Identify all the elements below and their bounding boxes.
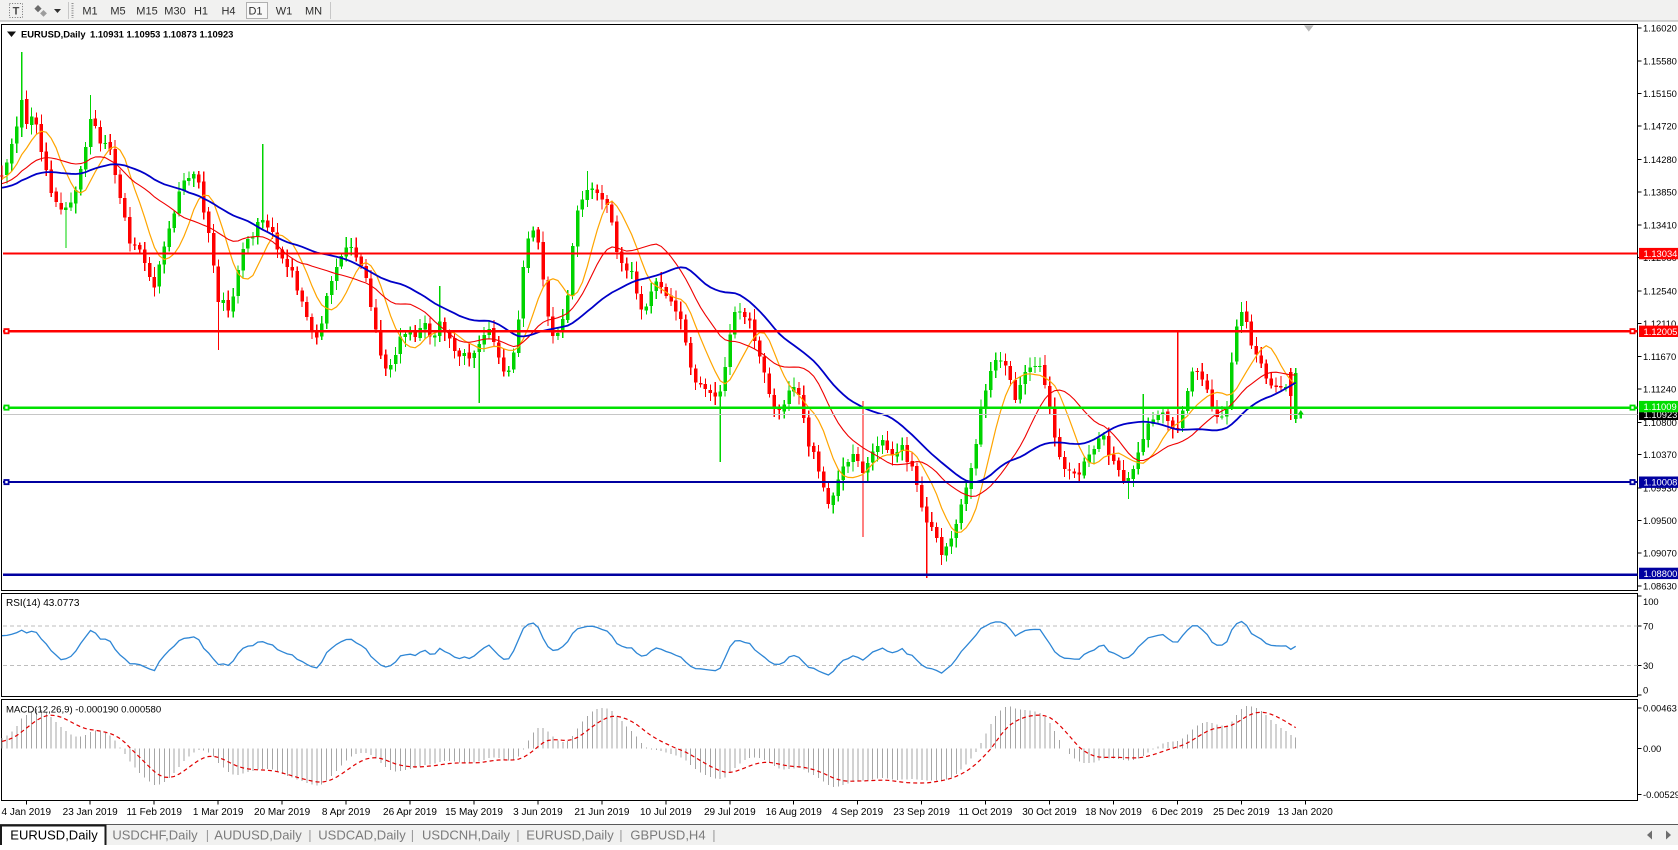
- svg-text:RSI(14) 43.0773: RSI(14) 43.0773: [6, 598, 80, 609]
- svg-text:1.14280: 1.14280: [1643, 154, 1677, 165]
- svg-text:16 Aug 2019: 16 Aug 2019: [766, 807, 823, 818]
- svg-text:T: T: [13, 6, 20, 18]
- svg-text:|: |: [206, 828, 209, 843]
- svg-text:|: |: [516, 828, 519, 843]
- svg-text:11 Feb 2019: 11 Feb 2019: [126, 807, 182, 818]
- svg-text:1 Mar 2019: 1 Mar 2019: [193, 807, 244, 818]
- svg-text:1.13034: 1.13034: [1644, 248, 1678, 259]
- svg-text:1.11670: 1.11670: [1643, 351, 1676, 362]
- svg-text:MN: MN: [305, 6, 322, 18]
- svg-text:1.10923: 1.10923: [1644, 409, 1678, 420]
- svg-text:H1: H1: [194, 6, 208, 18]
- svg-text:0: 0: [1643, 685, 1648, 696]
- svg-text:26 Apr 2019: 26 Apr 2019: [383, 807, 437, 818]
- svg-text:1.13850: 1.13850: [1643, 186, 1677, 197]
- svg-text:1.08630: 1.08630: [1643, 581, 1677, 592]
- svg-text:1.14720: 1.14720: [1643, 121, 1677, 132]
- svg-text:1.08800: 1.08800: [1644, 568, 1678, 579]
- svg-text:M30: M30: [164, 6, 185, 18]
- svg-text:4 Jan 2019: 4 Jan 2019: [2, 807, 52, 818]
- svg-text:M5: M5: [110, 6, 125, 18]
- svg-text:1.10800: 1.10800: [1643, 417, 1677, 428]
- svg-text:1.15580: 1.15580: [1643, 56, 1677, 67]
- svg-text:1.11240: 1.11240: [1643, 384, 1676, 395]
- svg-text:0.00463: 0.00463: [1643, 703, 1677, 714]
- svg-text:|: |: [411, 828, 414, 843]
- svg-text:6 Dec 2019: 6 Dec 2019: [1152, 807, 1204, 818]
- svg-text:EURUSD,Daily: EURUSD,Daily: [10, 828, 98, 843]
- svg-text:|: |: [712, 828, 715, 843]
- svg-text:USDCAD,Daily: USDCAD,Daily: [318, 828, 406, 843]
- svg-text:1.16020: 1.16020: [1643, 23, 1677, 34]
- svg-text:21 Jun 2019: 21 Jun 2019: [574, 807, 629, 818]
- svg-text:AUDUSD,Daily: AUDUSD,Daily: [214, 828, 302, 843]
- svg-text:0.00: 0.00: [1643, 743, 1661, 754]
- svg-text:1.12540: 1.12540: [1643, 285, 1677, 296]
- svg-text:|: |: [619, 828, 622, 843]
- svg-text:-0.00529: -0.00529: [1643, 789, 1678, 800]
- svg-text:25 Dec 2019: 25 Dec 2019: [1213, 807, 1270, 818]
- svg-text:M15: M15: [136, 6, 157, 18]
- svg-text:1.10008: 1.10008: [1644, 477, 1678, 488]
- svg-text:M1: M1: [82, 6, 97, 18]
- svg-text:EURUSD,Daily: EURUSD,Daily: [21, 29, 86, 40]
- svg-text:D1: D1: [248, 6, 262, 18]
- svg-text:70: 70: [1643, 620, 1653, 631]
- svg-text:23 Sep 2019: 23 Sep 2019: [893, 807, 950, 818]
- svg-text:1.09500: 1.09500: [1643, 515, 1677, 526]
- svg-text:30: 30: [1643, 660, 1653, 671]
- svg-text:1.15150: 1.15150: [1643, 88, 1677, 99]
- svg-text:11 Oct 2019: 11 Oct 2019: [959, 807, 1013, 818]
- svg-text:3 Jun 2019: 3 Jun 2019: [513, 807, 563, 818]
- svg-text:1.11009: 1.11009: [1644, 401, 1677, 412]
- svg-text:|: |: [308, 828, 311, 843]
- svg-text:23 Jan 2019: 23 Jan 2019: [63, 807, 118, 818]
- svg-text:1.13410: 1.13410: [1643, 220, 1677, 231]
- svg-text:1.10931 1.10953 1.10873 1.1092: 1.10931 1.10953 1.10873 1.10923: [90, 29, 233, 40]
- svg-text:1.12110: 1.12110: [1643, 318, 1676, 329]
- svg-text:29 Jul 2019: 29 Jul 2019: [704, 807, 756, 818]
- svg-text:100: 100: [1643, 596, 1659, 607]
- svg-text:20 Mar 2019: 20 Mar 2019: [254, 807, 311, 818]
- svg-text:18 Nov 2019: 18 Nov 2019: [1085, 807, 1142, 818]
- svg-text:4 Sep 2019: 4 Sep 2019: [832, 807, 884, 818]
- svg-text:1.09930: 1.09930: [1643, 483, 1677, 494]
- svg-text:1.09070: 1.09070: [1643, 547, 1677, 558]
- svg-text:1.10370: 1.10370: [1643, 449, 1677, 460]
- svg-text:1.12005: 1.12005: [1644, 326, 1678, 337]
- svg-text:30 Oct 2019: 30 Oct 2019: [1022, 807, 1077, 818]
- svg-text:EURUSD,Daily: EURUSD,Daily: [526, 828, 614, 843]
- svg-text:H4: H4: [221, 6, 235, 18]
- svg-text:15 May 2019: 15 May 2019: [445, 807, 503, 818]
- svg-text:MACD(12,26,9) -0.000190 0.0005: MACD(12,26,9) -0.000190 0.000580: [6, 705, 161, 716]
- svg-text:13 Jan 2020: 13 Jan 2020: [1278, 807, 1333, 818]
- svg-text:10 Jul 2019: 10 Jul 2019: [640, 807, 692, 818]
- svg-text:USDCHF,Daily: USDCHF,Daily: [112, 828, 198, 843]
- svg-text:W1: W1: [276, 6, 293, 18]
- svg-text:8 Apr 2019: 8 Apr 2019: [322, 807, 371, 818]
- svg-text:USDCNH,Daily: USDCNH,Daily: [422, 828, 511, 843]
- svg-text:GBPUSD,H4: GBPUSD,H4: [630, 828, 705, 843]
